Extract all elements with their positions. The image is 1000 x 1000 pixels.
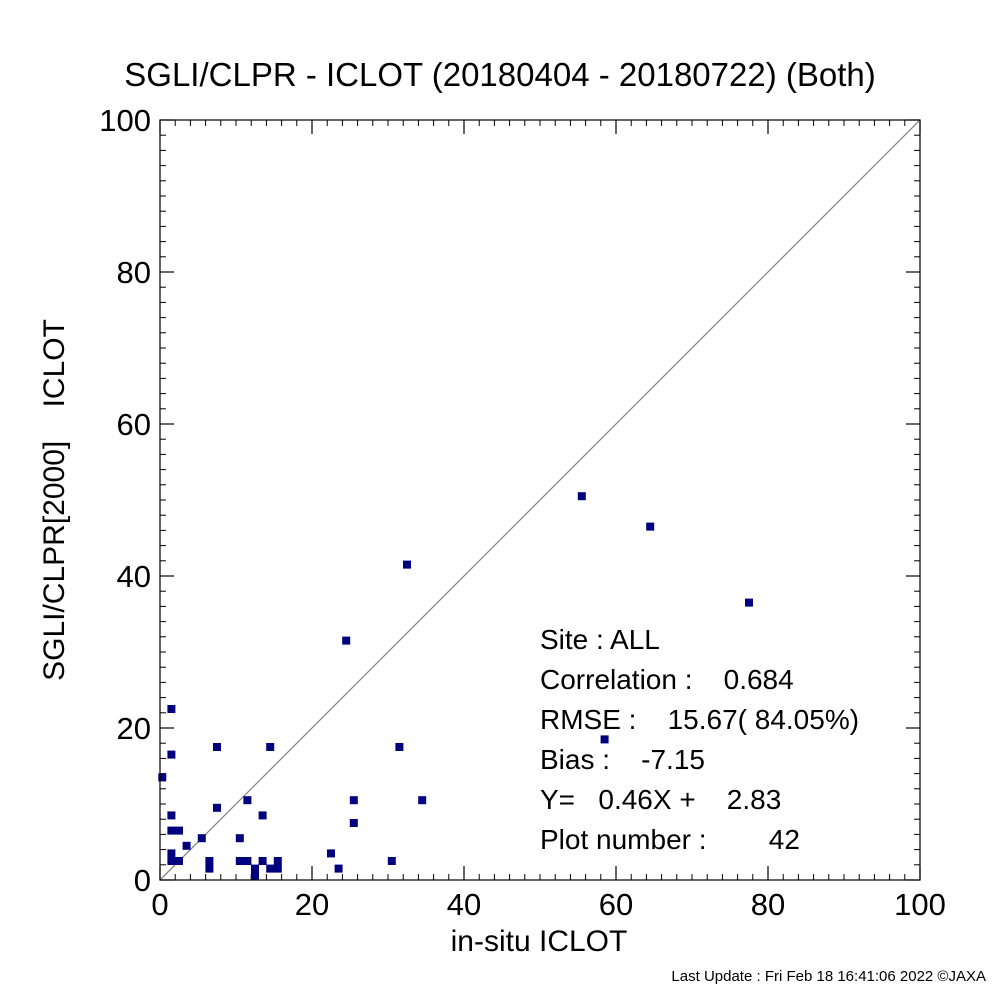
y-axis-label: SGLI/CLPR[2000] ICLOT bbox=[38, 319, 71, 681]
one-to-one-line bbox=[159, 119, 921, 881]
y-tick-label: 0 bbox=[134, 863, 151, 898]
data-point bbox=[167, 857, 176, 865]
stats-line: RMSE : 15.67( 84.05%) bbox=[540, 704, 859, 735]
y-tick-label: 100 bbox=[99, 103, 151, 138]
plot-frame bbox=[159, 119, 921, 881]
statistics-block: Site : ALL Correlation : 0.684 RMSE : 15.6… bbox=[540, 624, 859, 855]
data-point bbox=[243, 796, 252, 805]
stats-line: Y= 0.46X + 2.83 bbox=[540, 784, 781, 815]
data-point bbox=[349, 819, 358, 827]
data-point bbox=[167, 705, 176, 713]
data-point bbox=[235, 857, 244, 865]
data-point bbox=[213, 743, 221, 751]
stats-line: Correlation : 0.684 bbox=[540, 664, 794, 695]
data-point bbox=[213, 803, 221, 812]
y-tick-label: 20 bbox=[117, 711, 151, 746]
y-tick-label: 60 bbox=[117, 407, 151, 442]
x-tick-label: 20 bbox=[295, 887, 329, 922]
data-point bbox=[205, 857, 214, 865]
x-tick-label: 80 bbox=[751, 887, 785, 922]
data-point bbox=[646, 522, 655, 531]
data-point bbox=[273, 857, 282, 865]
data-point bbox=[258, 857, 267, 865]
data-point bbox=[273, 864, 282, 873]
data-point bbox=[403, 560, 411, 569]
data-point bbox=[418, 796, 427, 805]
x-tick-label: 0 bbox=[151, 887, 168, 922]
data-point bbox=[197, 834, 206, 843]
data-point bbox=[600, 735, 609, 744]
data-point bbox=[243, 857, 252, 865]
x-tick-label: 100 bbox=[894, 887, 946, 922]
data-points bbox=[158, 492, 753, 881]
data-point bbox=[387, 857, 396, 865]
data-point bbox=[342, 636, 351, 645]
x-tick-label: 40 bbox=[447, 887, 481, 922]
data-point bbox=[251, 864, 259, 873]
data-point bbox=[158, 773, 167, 782]
data-point bbox=[745, 598, 753, 607]
data-point bbox=[349, 796, 358, 805]
x-tick-label: 60 bbox=[599, 887, 633, 922]
data-point bbox=[167, 849, 176, 858]
data-point bbox=[395, 743, 404, 751]
data-point bbox=[266, 864, 275, 873]
stats-line: Site : ALL bbox=[540, 624, 660, 655]
data-point bbox=[175, 826, 183, 835]
y-tick-labels: 0 20 40 60 80 100 bbox=[99, 103, 151, 898]
x-tick-labels: 0 20 40 60 80 100 bbox=[151, 887, 945, 922]
data-point bbox=[258, 811, 267, 820]
chart-title: SGLI/CLPR - ICLOT (20180404 - 20180722) … bbox=[124, 56, 876, 93]
last-update-footer: Last Update : Fri Feb 18 16:41:06 2022 ©… bbox=[671, 968, 986, 985]
data-point bbox=[205, 864, 214, 873]
data-point bbox=[167, 826, 176, 835]
data-point bbox=[334, 864, 343, 873]
stats-line: Plot number : 42 bbox=[540, 824, 800, 855]
data-point bbox=[175, 857, 183, 865]
data-point bbox=[235, 834, 244, 843]
data-point bbox=[266, 743, 275, 751]
data-point bbox=[577, 492, 586, 501]
y-tick-label: 80 bbox=[117, 255, 151, 290]
data-point bbox=[327, 849, 335, 858]
y-tick-label: 40 bbox=[117, 559, 151, 594]
x-axis-label: in-situ ICLOT bbox=[451, 925, 628, 958]
data-point bbox=[182, 841, 191, 850]
data-point bbox=[167, 811, 176, 820]
data-point bbox=[167, 750, 176, 759]
data-point bbox=[251, 872, 259, 881]
stats-line: Bias : -7.15 bbox=[540, 744, 705, 775]
